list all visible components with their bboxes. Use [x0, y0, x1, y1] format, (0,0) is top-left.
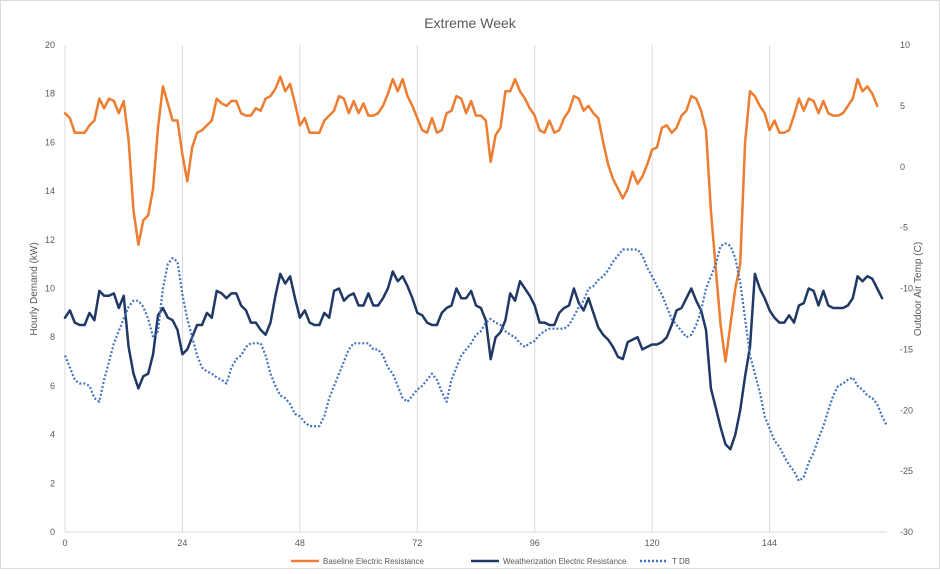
legend-label: T DB	[672, 557, 690, 566]
series-line-baseline	[63, 75, 879, 363]
series-lines	[63, 75, 888, 482]
y2-tick-label: -5	[900, 223, 908, 233]
y-tick-label: 12	[45, 235, 55, 245]
y-tick-label: 6	[50, 381, 55, 391]
legend-label: Weatherization Electric Resistance	[503, 557, 627, 566]
x-tick-label: 24	[177, 538, 187, 548]
x-axis-ticks: 0 24 48 72 96 120 144	[62, 538, 777, 548]
y2-tick-label: 10	[900, 40, 910, 50]
y2-tick-label: -30	[900, 527, 913, 537]
y-tick-label: 20	[45, 40, 55, 50]
y2-tick-label: -25	[900, 466, 913, 476]
y-tick-label: 2	[50, 478, 55, 488]
y-axis-ticks: 0 2 4 6 8 10 12 14 16 18 20	[45, 40, 55, 537]
y2-tick-label: -20	[900, 405, 913, 415]
chart-title: Extreme Week	[424, 15, 517, 31]
y-tick-label: 14	[45, 186, 55, 196]
y-axis-label: Hourly Demand (kW)	[29, 242, 40, 335]
legend: Baseline Electric Resistance Weatherizati…	[291, 557, 690, 566]
y-tick-label: 0	[50, 527, 55, 537]
y2-axis-ticks: -30 -25 -20 -15 -10 -5 0 5 10	[900, 40, 913, 537]
y2-tick-label: -15	[900, 344, 913, 354]
series-line-weatherization	[63, 270, 884, 451]
series-line-tdb	[63, 242, 888, 482]
x-tick-label: 0	[62, 538, 67, 548]
y-tick-label: 16	[45, 137, 55, 147]
y2-axis-label: Outdoor Air Temp (C)	[913, 242, 924, 336]
x-tick-label: 120	[645, 538, 660, 548]
legend-label: Baseline Electric Resistance	[323, 557, 424, 566]
y-tick-label: 4	[50, 430, 55, 440]
x-tick-label: 72	[412, 538, 422, 548]
y-tick-label: 18	[45, 89, 55, 99]
x-tick-label: 96	[530, 538, 540, 548]
y-tick-label: 8	[50, 332, 55, 342]
x-tick-label: 144	[762, 538, 777, 548]
x-tick-label: 48	[295, 538, 305, 548]
y-tick-label: 10	[45, 284, 55, 294]
y2-tick-label: -10	[900, 284, 913, 294]
y2-tick-label: 5	[900, 101, 905, 111]
y2-tick-label: 0	[900, 162, 905, 172]
